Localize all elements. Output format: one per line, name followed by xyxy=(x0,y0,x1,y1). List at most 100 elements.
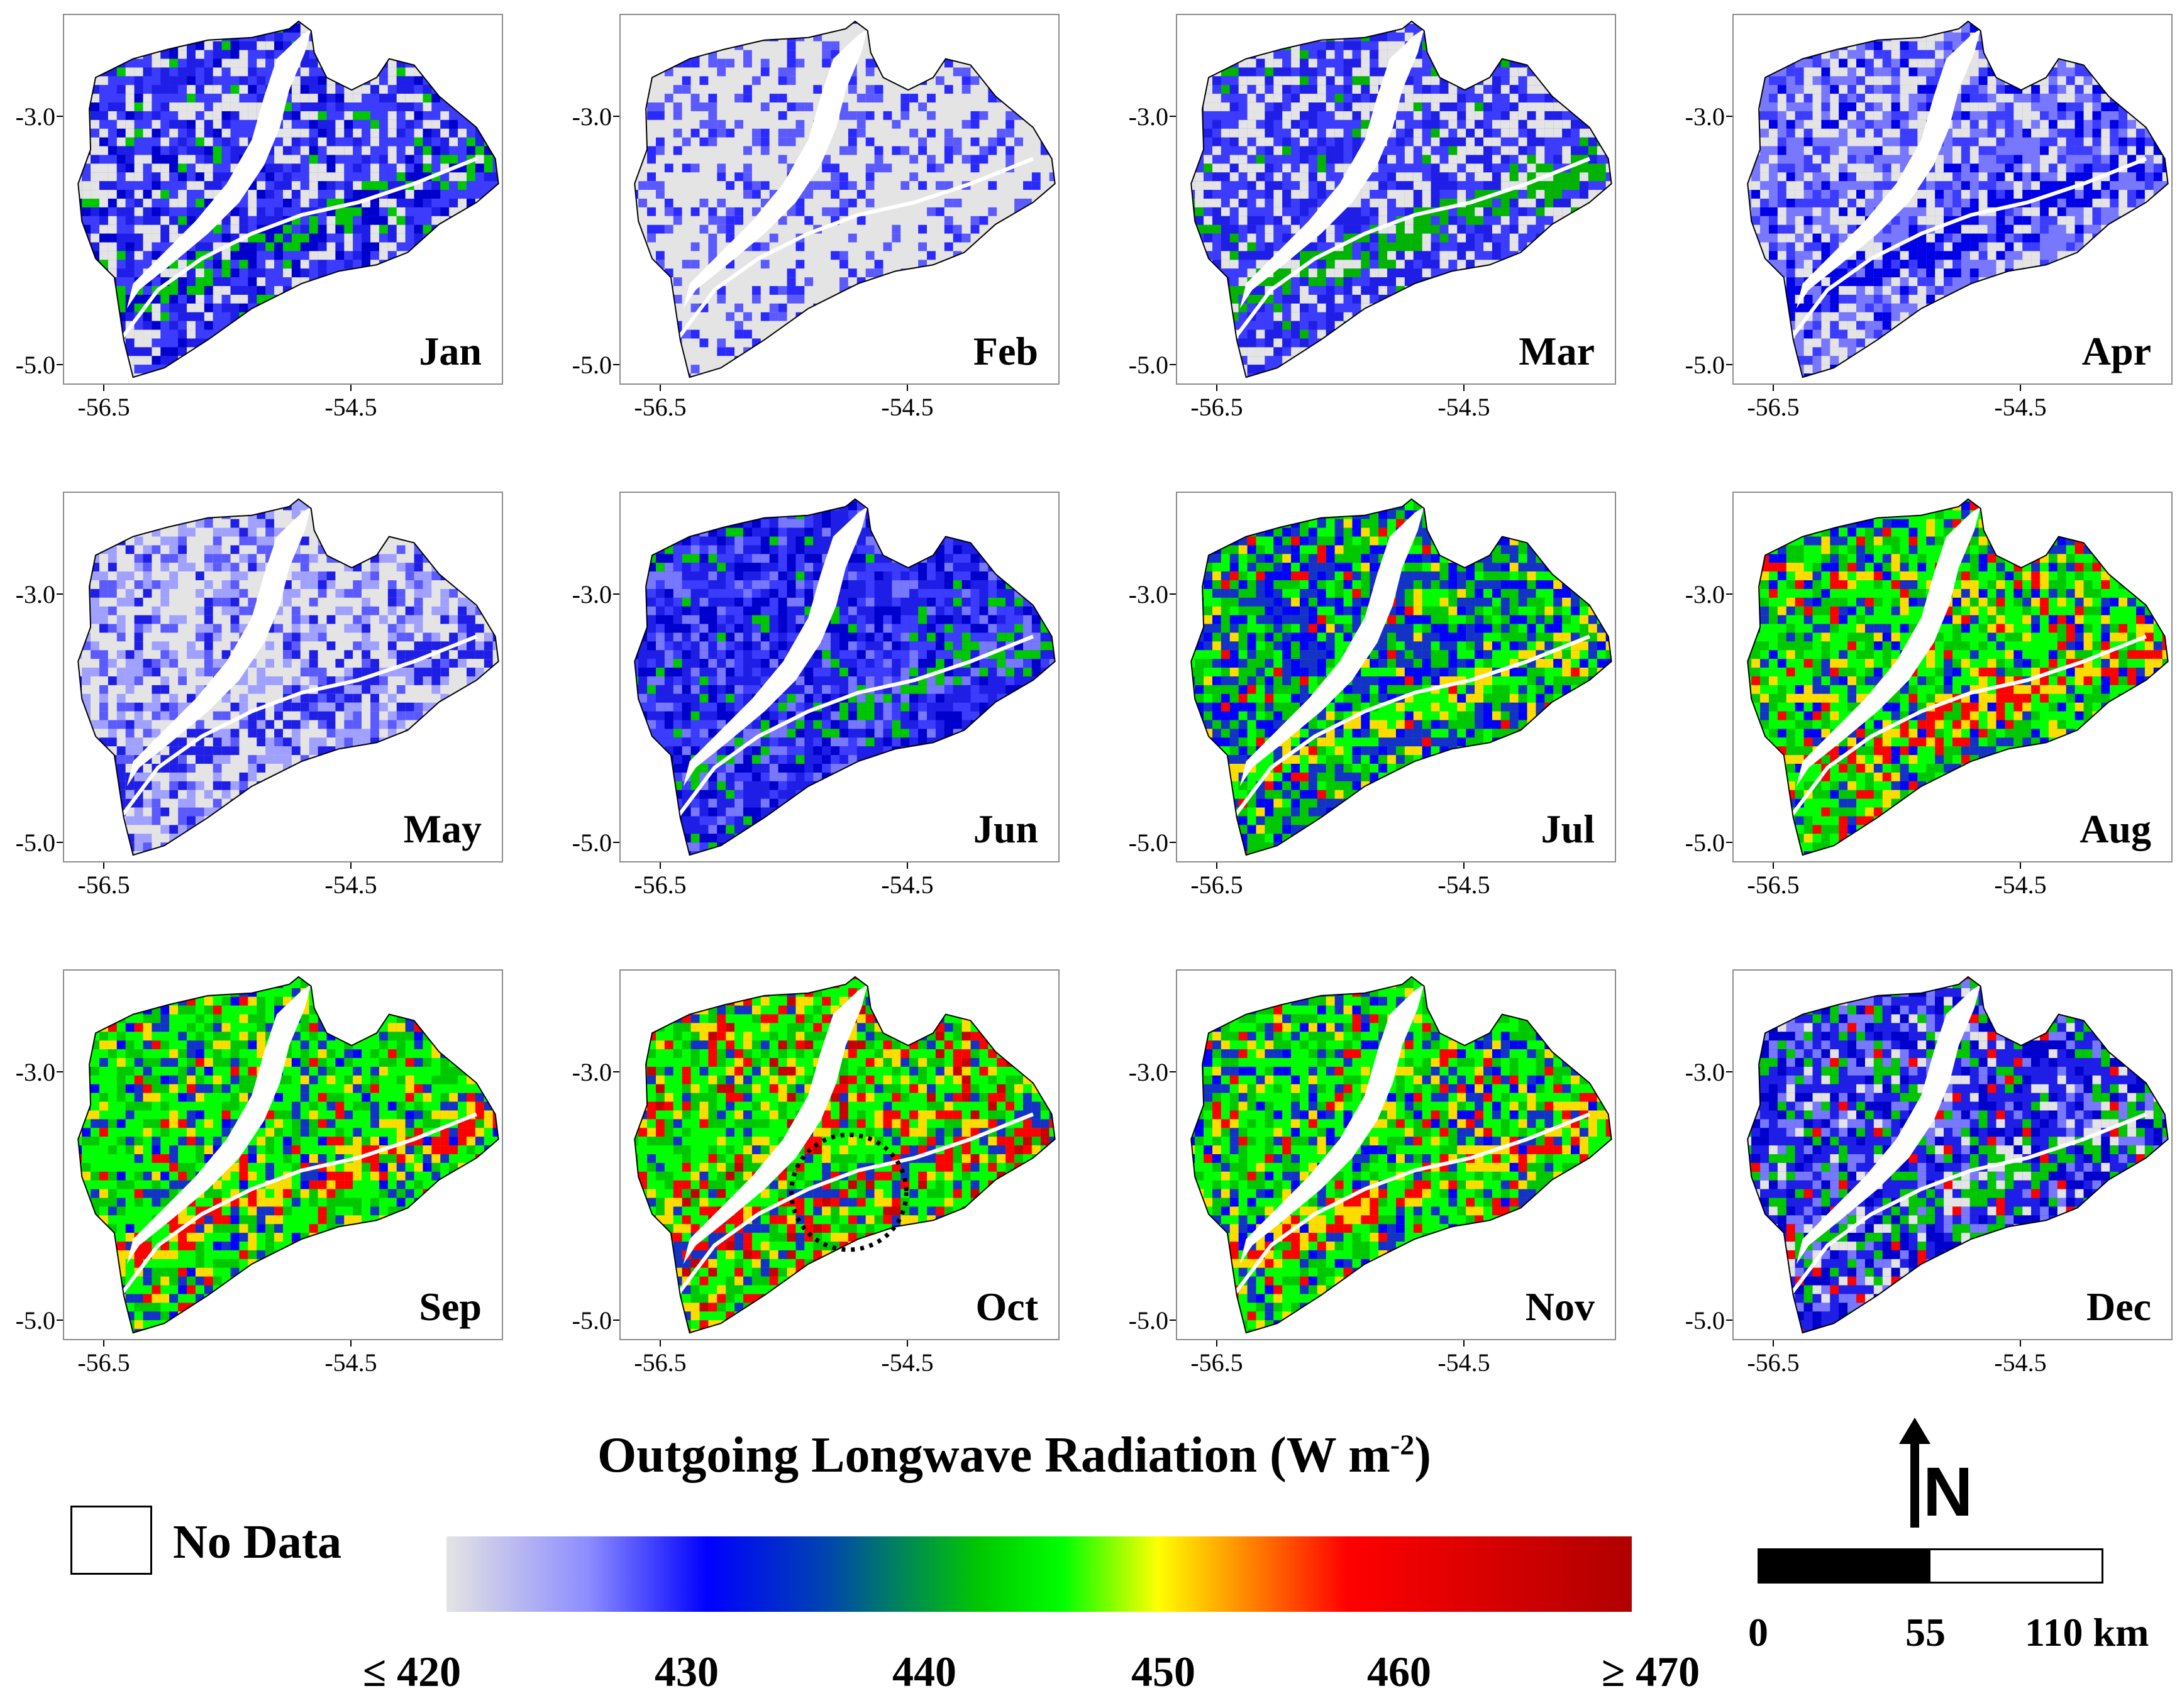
month-label: Sep xyxy=(419,1284,482,1330)
month-label: Jun xyxy=(973,806,1038,852)
y-tick-bottom xyxy=(1726,842,1732,843)
colorbar-label-470: ≥ 470 xyxy=(1588,1647,1714,1697)
x-tick-label-left: -56.5 xyxy=(1179,870,1254,900)
river-channel xyxy=(1239,28,1424,309)
x-tick-label-right: -54.5 xyxy=(313,392,389,422)
map-panel-jul: Jul xyxy=(1176,492,1616,862)
month-label: Feb xyxy=(973,328,1038,375)
region-outline xyxy=(634,20,1056,378)
river-channel xyxy=(1796,28,1981,309)
colorbar-label-420: ≤ 420 xyxy=(349,1647,475,1697)
x-tick-right xyxy=(907,385,908,391)
scale-bar-label-110: 110 km xyxy=(2025,1609,2149,1656)
y-tick-top xyxy=(613,1071,619,1072)
x-tick-left xyxy=(1216,385,1217,391)
month-label: Jan xyxy=(419,328,482,375)
highlight-circle xyxy=(789,1132,909,1252)
map-panel-aug: Aug xyxy=(1732,492,2173,862)
x-tick-label-right: -54.5 xyxy=(1983,392,2058,422)
region-outline xyxy=(77,976,499,1334)
map-panel-mar: Mar xyxy=(1176,14,1616,385)
y-tick-bottom xyxy=(613,1320,619,1321)
x-tick-right xyxy=(1463,1340,1465,1347)
map-raster-oct xyxy=(634,976,1056,1334)
y-tick-top xyxy=(613,593,619,595)
y-tick-label-top: -3.0 xyxy=(562,1057,612,1087)
y-tick-top xyxy=(1170,1071,1176,1072)
map-raster-jul xyxy=(1190,498,1612,856)
map-raster-apr xyxy=(1747,20,2169,378)
y-tick-label-bottom: -5.0 xyxy=(5,828,55,857)
x-tick-label-left: -56.5 xyxy=(66,392,141,422)
y-tick-label-bottom: -5.0 xyxy=(1118,350,1168,380)
x-tick-right xyxy=(907,862,908,869)
y-tick-label-top: -3.0 xyxy=(1118,102,1168,131)
map-raster-sep xyxy=(77,976,499,1334)
river-channel xyxy=(1239,984,1424,1264)
map-panel-feb: Feb xyxy=(619,14,1060,385)
y-tick-bottom xyxy=(1170,842,1176,843)
x-tick-left xyxy=(1216,1340,1217,1347)
map-panel-sep: Sep xyxy=(63,969,503,1340)
scale-bar-label-55: 55 xyxy=(1905,1609,1946,1656)
y-tick-label-top: -3.0 xyxy=(5,580,55,609)
y-tick-label-top: -3.0 xyxy=(1675,580,1725,609)
x-tick-label-left: -56.5 xyxy=(66,870,141,900)
colorbar-title: Outgoing Longwave Radiation (W m-2) xyxy=(597,1427,1431,1484)
x-tick-label-left: -56.5 xyxy=(66,1348,141,1377)
month-label: Apr xyxy=(2082,328,2151,375)
x-tick-left xyxy=(1773,385,1774,391)
y-tick-top xyxy=(1726,1071,1732,1072)
y-tick-label-bottom: -5.0 xyxy=(5,350,55,380)
river-channel xyxy=(683,506,868,786)
north-arrow-label: N xyxy=(1923,1452,1973,1532)
x-tick-label-left: -56.5 xyxy=(623,870,698,900)
map-raster-jan xyxy=(77,20,499,378)
colorbar-label-460: 460 xyxy=(1336,1647,1462,1697)
x-tick-left xyxy=(660,862,661,869)
x-tick-left xyxy=(660,385,661,391)
scale-bar-black-segment xyxy=(1759,1550,1930,1582)
y-tick-label-bottom: -5.0 xyxy=(1675,350,1725,380)
y-tick-bottom xyxy=(613,842,619,843)
river-channel xyxy=(126,506,311,786)
y-tick-label-bottom: -5.0 xyxy=(1675,828,1725,857)
colorbar-title-text: Outgoing Longwave Radiation (W m xyxy=(597,1428,1390,1483)
region-outline xyxy=(634,976,1056,1334)
x-tick-left xyxy=(103,385,104,391)
x-tick-label-left: -56.5 xyxy=(1179,1348,1254,1377)
y-tick-label-top: -3.0 xyxy=(562,102,612,131)
north-arrow-icon xyxy=(1899,1418,1930,1528)
x-tick-left xyxy=(103,862,104,869)
map-panel-oct: Oct xyxy=(619,969,1060,1340)
y-tick-top xyxy=(1726,593,1732,595)
y-tick-label-top: -3.0 xyxy=(562,580,612,609)
map-raster-may xyxy=(77,498,499,856)
map-panel-nov: Nov xyxy=(1176,969,1616,1340)
y-tick-label-top: -3.0 xyxy=(1675,1057,1725,1087)
x-tick-label-left: -56.5 xyxy=(623,392,698,422)
x-tick-left xyxy=(660,1340,661,1347)
y-tick-top xyxy=(1170,116,1176,117)
y-tick-top xyxy=(57,116,63,117)
y-tick-bottom xyxy=(1726,364,1732,365)
y-tick-bottom xyxy=(57,842,63,843)
y-tick-top xyxy=(57,1071,63,1072)
y-tick-bottom xyxy=(57,1320,63,1321)
y-tick-label-bottom: -5.0 xyxy=(1118,828,1168,857)
river-channel xyxy=(683,984,868,1264)
x-tick-label-right: -54.5 xyxy=(870,1348,945,1377)
y-tick-label-bottom: -5.0 xyxy=(5,1306,55,1335)
x-tick-right xyxy=(1463,385,1465,391)
x-tick-left xyxy=(1773,862,1774,869)
x-tick-right xyxy=(350,862,352,869)
y-tick-label-top: -3.0 xyxy=(1675,102,1725,131)
region-outline xyxy=(1190,20,1612,378)
y-tick-label-top: -3.0 xyxy=(5,102,55,131)
x-tick-label-right: -54.5 xyxy=(1426,1348,1502,1377)
x-tick-label-right: -54.5 xyxy=(313,1348,389,1377)
map-raster-jun xyxy=(634,498,1056,856)
x-tick-right xyxy=(907,1340,908,1347)
month-label: Dec xyxy=(2086,1284,2151,1330)
month-label: May xyxy=(404,806,482,852)
